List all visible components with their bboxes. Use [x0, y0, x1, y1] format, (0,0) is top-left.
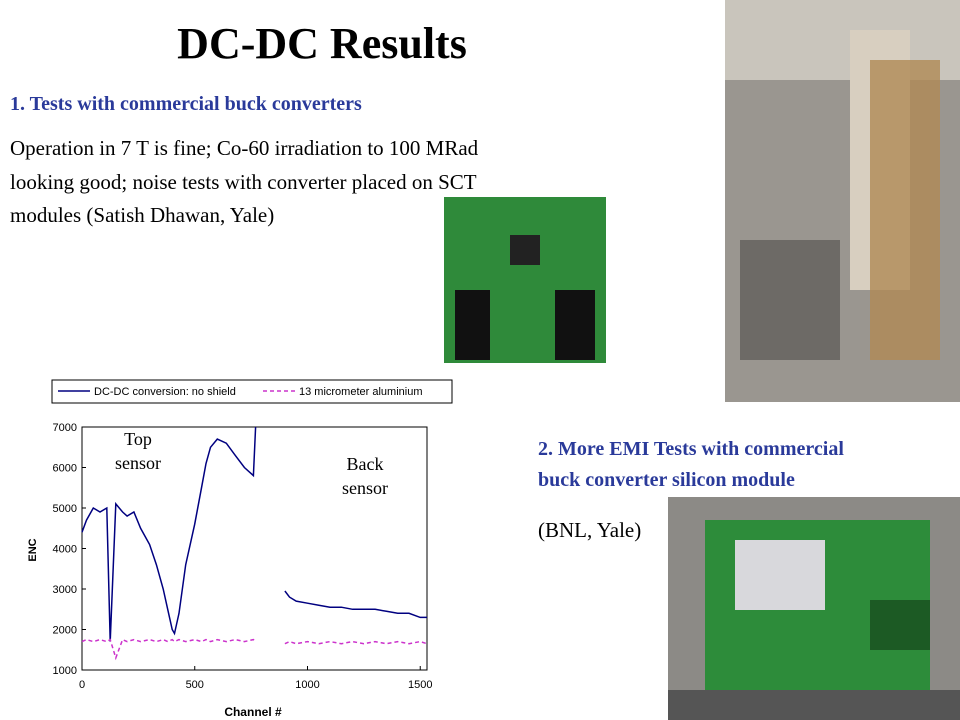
annotation: Top sensor	[115, 429, 161, 473]
legend-label: 13 micrometer aluminium	[299, 386, 422, 398]
x-tick-label: 0	[79, 679, 85, 691]
plot-lines	[81, 426, 428, 661]
legend-label: DC-DC conversion: no shield	[94, 386, 236, 398]
body-line: looking good; noise tests with converter…	[10, 170, 477, 194]
y-tick-label: 4000	[53, 544, 77, 556]
annotation: Back sensor	[342, 454, 388, 498]
body-line: (BNL, Yale)	[538, 518, 641, 542]
y-tick-label: 2000	[53, 625, 77, 637]
section-heading: 2. More EMI Tests with commercial	[538, 438, 844, 460]
section-heading: 1. Tests with commercial buck converters	[10, 93, 362, 115]
y-axis-label: ENC	[27, 538, 39, 561]
photo-pcb	[444, 197, 606, 363]
photo-module	[668, 497, 960, 720]
y-tick-label: 5000	[53, 503, 77, 515]
x-axis-label: Channel #	[224, 705, 282, 719]
y-tick-label: 7000	[53, 422, 77, 434]
y-tick-label: 3000	[53, 584, 77, 596]
section-heading: buck converter silicon module	[538, 469, 795, 491]
x-tick-label: 500	[186, 679, 204, 691]
body-line: modules (Satish Dhawan, Yale)	[10, 203, 274, 227]
series-line	[81, 638, 428, 661]
legend-box	[51, 379, 453, 404]
y-tick-label: 6000	[53, 463, 77, 475]
x-tick-label: 1000	[295, 679, 319, 691]
slide-title: DC-DC Results	[177, 19, 467, 68]
x-tick-label: 1500	[408, 679, 432, 691]
photo-lab	[725, 0, 960, 402]
y-tick-label: 1000	[53, 665, 77, 677]
series-line	[81, 426, 427, 642]
body-line: Operation in 7 T is fine; Co-60 irradiat…	[10, 136, 479, 160]
